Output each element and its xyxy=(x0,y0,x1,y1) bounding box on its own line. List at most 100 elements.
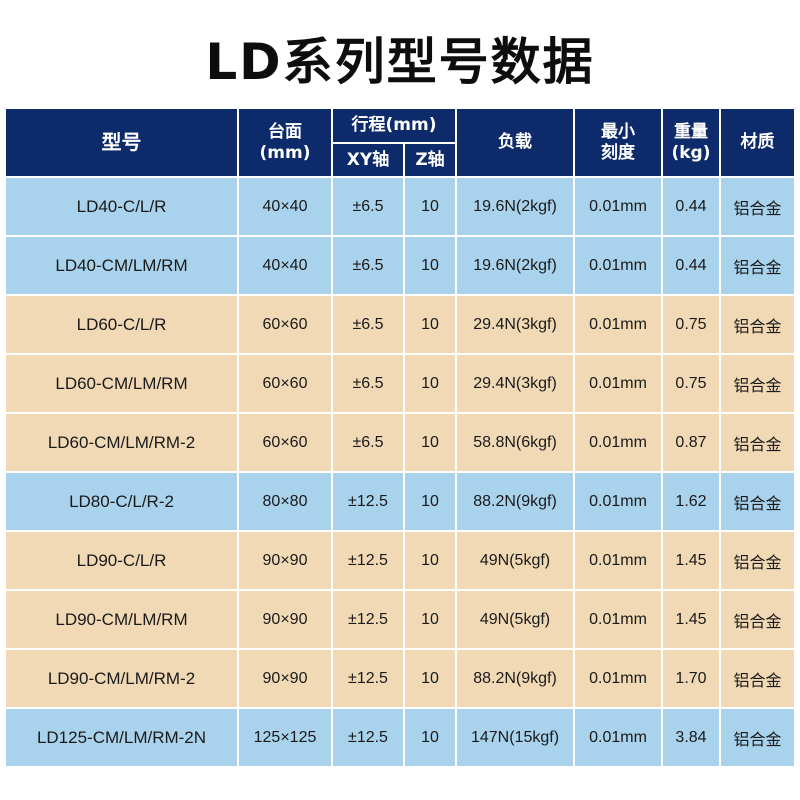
table-size-cell: 90×90 xyxy=(237,530,333,591)
load-cell: 58.8N(6kgf) xyxy=(455,412,575,473)
model-cell: LD90-CM/LM/RM xyxy=(6,589,239,650)
model-cell: LD60-CM/LM/RM-2 xyxy=(6,412,239,473)
header-table-size-line2: (mm) xyxy=(259,142,311,163)
load-cell: 19.6N(2kgf) xyxy=(455,235,575,296)
weight-cell: 1.45 xyxy=(661,589,721,650)
table-size-cell: 90×90 xyxy=(237,648,333,709)
header-xy-axis: XY轴 xyxy=(332,142,405,178)
min-scale-cell: 0.01mm xyxy=(573,471,663,532)
z-travel-cell: 10 xyxy=(403,235,457,296)
material-cell: 铝合金 xyxy=(719,353,794,414)
header-z-axis: Z轴 xyxy=(403,142,456,178)
model-cell: LD90-C/L/R xyxy=(6,530,239,591)
material-cell: 铝合金 xyxy=(719,294,794,355)
material-cell: 铝合金 xyxy=(719,176,794,237)
z-travel-cell: 10 xyxy=(403,176,457,237)
load-cell: 29.4N(3kgf) xyxy=(455,353,575,414)
load-cell: 49N(5kgf) xyxy=(455,589,575,650)
xy-travel-cell: ±6.5 xyxy=(331,412,405,473)
material-cell: 铝合金 xyxy=(719,412,794,473)
material-cell: 铝合金 xyxy=(719,471,794,532)
load-cell: 49N(5kgf) xyxy=(455,530,575,591)
z-travel-cell: 10 xyxy=(403,294,457,355)
table-size-cell: 125×125 xyxy=(237,707,333,768)
material-cell: 铝合金 xyxy=(719,235,794,296)
load-cell: 147N(15kgf) xyxy=(455,707,575,768)
z-travel-cell: 10 xyxy=(403,471,457,532)
material-cell: 铝合金 xyxy=(719,707,794,768)
weight-cell: 1.70 xyxy=(661,648,721,709)
min-scale-cell: 0.01mm xyxy=(573,648,663,709)
table-size-cell: 90×90 xyxy=(237,589,333,650)
table-row: LD60-CM/LM/RM-2 60×60 ±6.5 10 58.8N(6kgf) 0.0… xyxy=(6,412,794,473)
z-travel-cell: 10 xyxy=(403,353,457,414)
min-scale-cell: 0.01mm xyxy=(573,412,663,473)
table-size-cell: 40×40 xyxy=(237,235,333,296)
xy-travel-cell: ±12.5 xyxy=(331,471,405,532)
xy-travel-cell: ±6.5 xyxy=(331,294,405,355)
page-title: LD系列型号数据 xyxy=(205,33,595,91)
table-row: LD60-CM/LM/RM 60×60 ±6.5 10 29.4N(3kgf) 0.01m… xyxy=(6,353,794,414)
table-body: LD40-C/L/R 40×40 ±6.5 10 19.6N(2kgf) 0.01mm 0.… xyxy=(6,176,794,768)
table-row: LD40-CM/LM/RM 40×40 ±6.5 10 19.6N(2kgf) 0.01m… xyxy=(6,235,794,296)
header-material: 材质 xyxy=(719,107,794,178)
table-header: 型号 台面 (mm) 行程(mm) 负载 最小 刻度 重量 (kg) 材质 XY… xyxy=(6,107,794,178)
model-cell: LD40-C/L/R xyxy=(6,176,239,237)
z-travel-cell: 10 xyxy=(403,589,457,650)
weight-cell: 1.62 xyxy=(661,471,721,532)
header-travel: 行程(mm) xyxy=(331,107,457,144)
min-scale-cell: 0.01mm xyxy=(573,530,663,591)
material-cell: 铝合金 xyxy=(719,530,794,591)
xy-travel-cell: ±6.5 xyxy=(331,176,405,237)
weight-cell: 0.44 xyxy=(661,235,721,296)
header-min-scale-line1: 最小 xyxy=(601,121,635,142)
table-row: LD90-CM/LM/RM 90×90 ±12.5 10 49N(5kgf) 0.01mm… xyxy=(6,589,794,650)
weight-cell: 0.75 xyxy=(661,353,721,414)
header-table-size: 台面 (mm) xyxy=(237,107,333,178)
table-row: LD90-C/L/R 90×90 ±12.5 10 49N(5kgf) 0.01mm 1.4… xyxy=(6,530,794,591)
load-cell: 29.4N(3kgf) xyxy=(455,294,575,355)
min-scale-cell: 0.01mm xyxy=(573,235,663,296)
load-cell: 88.2N(9kgf) xyxy=(455,648,575,709)
weight-cell: 3.84 xyxy=(661,707,721,768)
header-load: 负载 xyxy=(455,107,575,178)
header-weight-line2: (kg) xyxy=(671,142,711,163)
header-min-scale: 最小 刻度 xyxy=(573,107,663,178)
table-size-cell: 60×60 xyxy=(237,412,333,473)
min-scale-cell: 0.01mm xyxy=(573,589,663,650)
xy-travel-cell: ±12.5 xyxy=(331,530,405,591)
header-model: 型号 xyxy=(6,107,239,178)
xy-travel-cell: ±12.5 xyxy=(331,707,405,768)
model-cell: LD90-CM/LM/RM-2 xyxy=(6,648,239,709)
table-row: LD125-CM/LM/RM-2N 125×125 ±12.5 10 147N(15kg… xyxy=(6,707,794,768)
header-weight-line1: 重量 xyxy=(674,121,708,142)
table-row: LD80-C/L/R-2 80×80 ±12.5 10 88.2N(9kgf) 0.01m… xyxy=(6,471,794,532)
table-row: LD90-CM/LM/RM-2 90×90 ±12.5 10 88.2N(9kgf) 0.… xyxy=(6,648,794,709)
z-travel-cell: 10 xyxy=(403,530,457,591)
header-weight: 重量 (kg) xyxy=(661,107,721,178)
xy-travel-cell: ±6.5 xyxy=(331,235,405,296)
z-travel-cell: 10 xyxy=(403,648,457,709)
min-scale-cell: 0.01mm xyxy=(573,353,663,414)
header-min-scale-line2: 刻度 xyxy=(601,142,635,163)
xy-travel-cell: ±12.5 xyxy=(331,589,405,650)
weight-cell: 0.44 xyxy=(661,176,721,237)
load-cell: 19.6N(2kgf) xyxy=(455,176,575,237)
weight-cell: 1.45 xyxy=(661,530,721,591)
z-travel-cell: 10 xyxy=(403,707,457,768)
weight-cell: 0.87 xyxy=(661,412,721,473)
model-cell: LD125-CM/LM/RM-2N xyxy=(6,707,239,768)
min-scale-cell: 0.01mm xyxy=(573,707,663,768)
model-cell: LD80-C/L/R-2 xyxy=(6,471,239,532)
xy-travel-cell: ±12.5 xyxy=(331,648,405,709)
table-size-cell: 60×60 xyxy=(237,353,333,414)
table-size-cell: 60×60 xyxy=(237,294,333,355)
material-cell: 铝合金 xyxy=(719,589,794,650)
model-cell: LD60-CM/LM/RM xyxy=(6,353,239,414)
model-cell: LD60-C/L/R xyxy=(6,294,239,355)
z-travel-cell: 10 xyxy=(403,412,457,473)
xy-travel-cell: ±6.5 xyxy=(331,353,405,414)
table-row: LD40-C/L/R 40×40 ±6.5 10 19.6N(2kgf) 0.01mm 0.… xyxy=(6,176,794,237)
table-row: LD60-C/L/R 60×60 ±6.5 10 29.4N(3kgf) 0.01mm 0.… xyxy=(6,294,794,355)
weight-cell: 0.75 xyxy=(661,294,721,355)
